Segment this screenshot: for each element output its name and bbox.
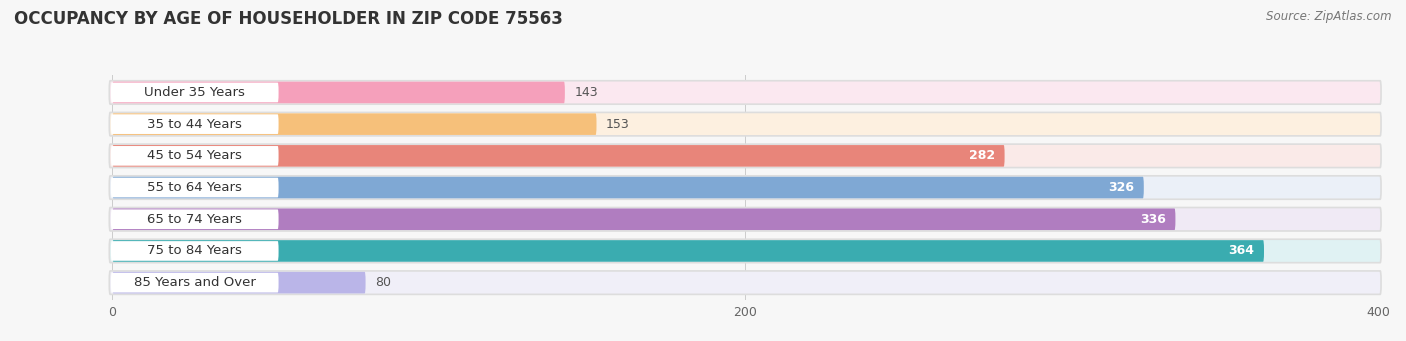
- FancyBboxPatch shape: [110, 176, 1381, 199]
- Text: 35 to 44 Years: 35 to 44 Years: [148, 118, 242, 131]
- Text: 326: 326: [1108, 181, 1135, 194]
- FancyBboxPatch shape: [112, 113, 596, 135]
- Text: Under 35 Years: Under 35 Years: [145, 86, 245, 99]
- Text: 143: 143: [574, 86, 598, 99]
- FancyBboxPatch shape: [112, 272, 366, 293]
- FancyBboxPatch shape: [112, 208, 1175, 230]
- FancyBboxPatch shape: [111, 209, 278, 229]
- Text: Source: ZipAtlas.com: Source: ZipAtlas.com: [1267, 10, 1392, 23]
- Text: 80: 80: [375, 276, 391, 289]
- Text: 153: 153: [606, 118, 630, 131]
- FancyBboxPatch shape: [110, 144, 1381, 167]
- FancyBboxPatch shape: [110, 271, 1381, 294]
- Text: 282: 282: [969, 149, 995, 162]
- FancyBboxPatch shape: [111, 114, 278, 134]
- FancyBboxPatch shape: [112, 82, 565, 103]
- Text: 65 to 74 Years: 65 to 74 Years: [148, 213, 242, 226]
- Text: 55 to 64 Years: 55 to 64 Years: [148, 181, 242, 194]
- FancyBboxPatch shape: [110, 208, 1381, 231]
- FancyBboxPatch shape: [110, 113, 1381, 136]
- FancyBboxPatch shape: [111, 178, 278, 197]
- FancyBboxPatch shape: [112, 177, 1144, 198]
- FancyBboxPatch shape: [111, 146, 278, 166]
- Text: 85 Years and Over: 85 Years and Over: [134, 276, 256, 289]
- Text: 364: 364: [1229, 244, 1254, 257]
- FancyBboxPatch shape: [111, 241, 278, 261]
- Text: OCCUPANCY BY AGE OF HOUSEHOLDER IN ZIP CODE 75563: OCCUPANCY BY AGE OF HOUSEHOLDER IN ZIP C…: [14, 10, 562, 28]
- FancyBboxPatch shape: [110, 239, 1381, 263]
- FancyBboxPatch shape: [112, 145, 1004, 167]
- FancyBboxPatch shape: [111, 273, 278, 293]
- FancyBboxPatch shape: [110, 81, 1381, 104]
- FancyBboxPatch shape: [112, 240, 1264, 262]
- FancyBboxPatch shape: [111, 83, 278, 102]
- Text: 75 to 84 Years: 75 to 84 Years: [148, 244, 242, 257]
- Text: 45 to 54 Years: 45 to 54 Years: [148, 149, 242, 162]
- Text: 336: 336: [1140, 213, 1166, 226]
